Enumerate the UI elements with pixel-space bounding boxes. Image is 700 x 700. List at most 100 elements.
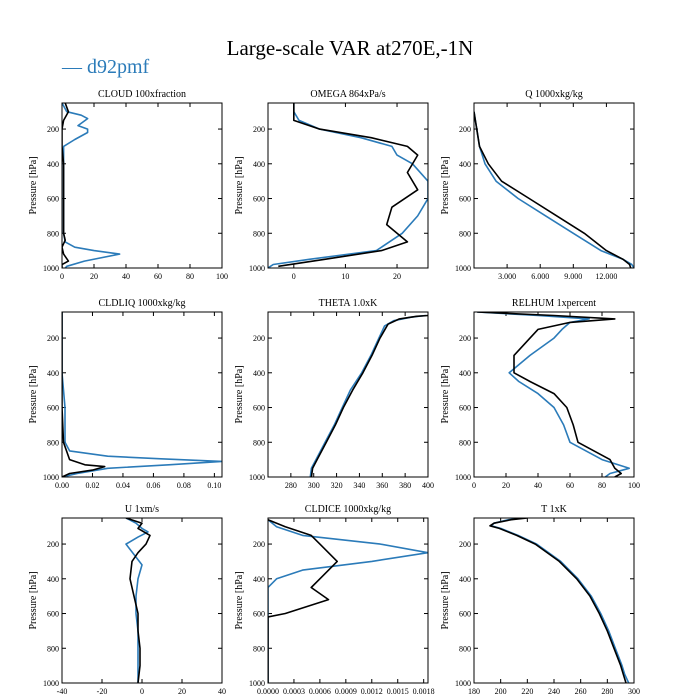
x-tick-label: 0.0003: [283, 687, 305, 696]
x-tick-label: 40: [218, 687, 226, 696]
y-tick-label: 400: [459, 369, 471, 378]
series-line-black: [278, 103, 419, 268]
subplot-title: Q 1000xkg/kg: [525, 89, 583, 100]
x-tick-label: 200: [495, 687, 507, 696]
figure-title: Large-scale VAR at270E,-1N: [226, 36, 474, 60]
y-tick-label: 1000: [249, 679, 265, 688]
x-tick-label: 0: [60, 272, 64, 281]
x-tick-label: 0.02: [85, 481, 99, 490]
x-tick-label: 220: [521, 687, 533, 696]
y-axis-label: Pressure [hPa]: [234, 571, 245, 629]
y-axis-label: Pressure [hPa]: [440, 365, 451, 423]
y-tick-label: 600: [459, 404, 471, 413]
subplot-8: CLDICE 1000xkg/kg Pressure [hPa] 200 400 600…: [234, 504, 435, 696]
x-tick-label: 340: [353, 481, 365, 490]
x-tick-label: 60: [154, 272, 162, 281]
y-axis-label: Pressure [hPa]: [234, 365, 245, 423]
x-tick-label: 6.000: [531, 272, 549, 281]
x-tick-label: 0.0018: [413, 687, 435, 696]
series-line-black: [62, 312, 106, 477]
y-tick-label: 800: [253, 229, 265, 238]
series-line-d92pmf: [125, 518, 149, 683]
series-line-d92pmf: [62, 103, 121, 268]
series-line-d92pmf: [268, 519, 428, 683]
y-tick-label: 800: [459, 438, 471, 447]
x-tick-label: 280: [601, 687, 613, 696]
subplot-title: CLOUD 100xfraction: [98, 89, 186, 100]
y-tick-label: 1000: [455, 473, 471, 482]
y-tick-label: 800: [47, 229, 59, 238]
x-tick-label: 400: [422, 481, 434, 490]
y-axis-label: Pressure [hPa]: [28, 156, 39, 214]
x-tick-label: 300: [308, 481, 320, 490]
plot-frame: [473, 102, 635, 269]
y-tick-label: 200: [253, 334, 265, 343]
series-line-black: [474, 111, 632, 268]
x-tick-label: 0.0015: [387, 687, 409, 696]
y-tick-label: 800: [47, 438, 59, 447]
y-tick-label: 200: [459, 540, 471, 549]
x-tick-label: 20: [90, 272, 98, 281]
x-tick-label: 360: [376, 481, 388, 490]
x-tick-label: 240: [548, 687, 560, 696]
y-tick-label: 400: [47, 575, 59, 584]
y-tick-label: 1000: [455, 264, 471, 273]
y-tick-label: 600: [253, 404, 265, 413]
x-tick-label: 260: [575, 687, 587, 696]
subplot-6: RELHUM 1xpercent Pressure [hPa] 200 400 600 8…: [440, 298, 640, 490]
y-tick-label: 600: [47, 610, 59, 619]
x-tick-label: 40: [122, 272, 130, 281]
series-line-black: [268, 518, 339, 683]
x-tick-label: 380: [399, 481, 411, 490]
y-tick-label: 600: [253, 610, 265, 619]
y-tick-label: 400: [253, 160, 265, 169]
y-tick-label: 1000: [455, 679, 471, 688]
y-tick-label: 1000: [43, 473, 59, 482]
subplot-title: CLDLIQ 1000xkg/kg: [99, 298, 186, 309]
y-tick-label: 600: [459, 195, 471, 204]
subplot-3: Q 1000xkg/kg Pressure [hPa] 200 400 600 800 10…: [440, 89, 635, 281]
x-tick-label: 60: [566, 481, 574, 490]
series-line-d92pmf: [309, 314, 426, 477]
series-line-d92pmf: [474, 111, 634, 268]
y-tick-label: 400: [253, 369, 265, 378]
series-line-d92pmf: [477, 312, 631, 477]
x-tick-label: 0.06: [146, 481, 160, 490]
plot-frame: [61, 102, 223, 269]
series-line-black: [477, 312, 623, 477]
series-line-black: [125, 518, 151, 683]
x-tick-label: 300: [628, 687, 640, 696]
series-line-black: [310, 314, 428, 477]
y-tick-label: 400: [253, 575, 265, 584]
subplot-title: RELHUM 1xpercent: [512, 298, 596, 309]
x-tick-label: 100: [628, 481, 640, 490]
x-tick-label: 20: [178, 687, 186, 696]
y-tick-label: 800: [47, 644, 59, 653]
x-tick-label: 0.04: [116, 481, 130, 490]
y-tick-label: 200: [253, 540, 265, 549]
y-tick-label: 600: [253, 195, 265, 204]
plot-frame: [267, 517, 429, 684]
x-tick-label: -20: [97, 687, 108, 696]
plot-frame: [473, 517, 635, 684]
x-tick-label: 0.0006: [309, 687, 331, 696]
subplot-5: THETA 1.0xK Pressure [hPa] 200 400 600 800 100…: [234, 298, 434, 490]
series-line-d92pmf: [490, 518, 630, 683]
y-tick-label: 200: [459, 334, 471, 343]
y-tick-label: 200: [47, 334, 59, 343]
x-tick-label: 0: [292, 272, 296, 281]
y-tick-label: 200: [459, 125, 471, 134]
y-tick-label: 200: [47, 540, 59, 549]
y-tick-label: 800: [253, 438, 265, 447]
legend-d92pmf: — d92pmf: [62, 56, 150, 78]
y-axis-label: Pressure [hPa]: [28, 365, 39, 423]
y-tick-label: 1000: [249, 264, 265, 273]
x-tick-label: -40: [57, 687, 68, 696]
x-tick-label: 80: [598, 481, 606, 490]
x-tick-label: 0.0012: [361, 687, 383, 696]
y-tick-label: 600: [47, 404, 59, 413]
